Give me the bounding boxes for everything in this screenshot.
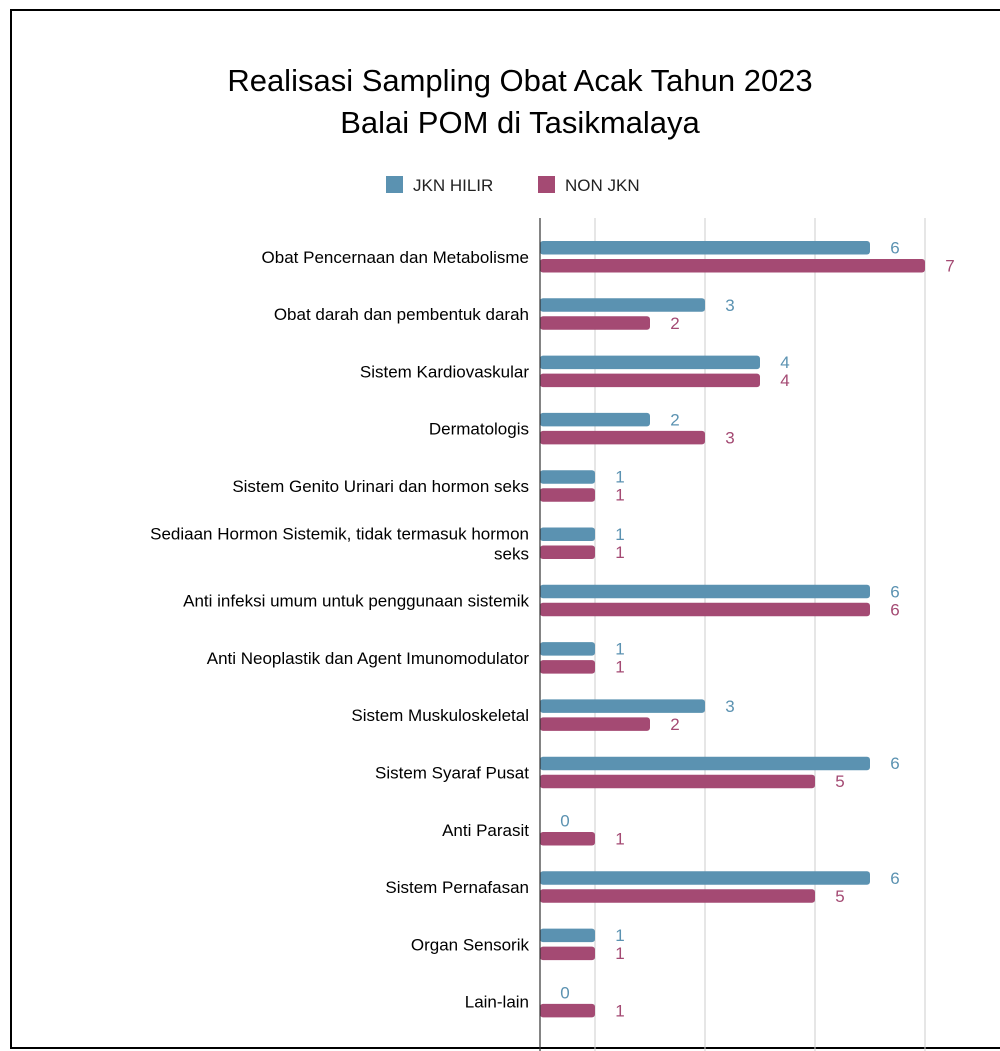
category-label: Sistem Pernafasan (385, 878, 529, 897)
value-label: 3 (725, 697, 734, 716)
value-label: 6 (890, 600, 899, 619)
category-label: Sistem Kardiovaskular (360, 362, 529, 381)
bar-non-jkn (540, 545, 595, 559)
bar-non-jkn (540, 488, 595, 502)
bar-jkn-hilir (540, 699, 705, 713)
bar-non-jkn (540, 373, 760, 388)
value-label: 6 (890, 754, 899, 773)
legend-label-2: NON JKN (565, 176, 640, 195)
chart-frame: Realisasi Sampling Obat Acak Tahun 2023 B… (10, 9, 1000, 1051)
value-label: 1 (615, 944, 624, 963)
value-label: 1 (615, 658, 624, 677)
category-label: Anti infeksi umum untuk penggunaan siste… (183, 592, 529, 611)
category-label: Obat Pencernaan dan Metabolisme (262, 248, 529, 267)
bar-chart: Realisasi Sampling Obat Acak Tahun 2023 B… (150, 63, 955, 1051)
chart-title-line: Realisasi Sampling Obat Acak Tahun 2023 (227, 63, 812, 98)
value-label: 1 (615, 926, 624, 945)
value-label: 6 (890, 239, 899, 258)
value-label: 3 (725, 428, 734, 447)
value-label: 6 (890, 582, 899, 601)
legend-swatch-2 (538, 176, 555, 193)
bar-jkn-hilir (540, 928, 595, 943)
value-label: 7 (945, 257, 954, 276)
category-label: Sistem Syaraf Pusat (375, 763, 529, 782)
value-label: 3 (725, 296, 734, 315)
category-label: Anti Neoplastik dan Agent Imunomodulator (207, 649, 530, 668)
bar-jkn-hilir (540, 241, 870, 255)
category-label: Anti Parasit (442, 821, 529, 840)
category-label: Lain-lain (465, 993, 529, 1012)
value-label: 6 (890, 869, 899, 888)
category-label: Sediaan Hormon Sistemik, tidak termasuk … (150, 524, 529, 543)
category-label: Sistem Genito Urinari dan hormon seks (232, 477, 529, 496)
value-label: 1 (615, 640, 624, 659)
bar-jkn-hilir (540, 298, 705, 312)
bar-non-jkn (540, 660, 595, 674)
bar-jkn-hilir (540, 871, 870, 885)
bar-non-jkn (540, 889, 815, 903)
value-label: 4 (780, 371, 789, 390)
legend-swatch-1 (386, 176, 403, 193)
category-label: seks (494, 544, 529, 563)
bar-jkn-hilir (540, 527, 595, 541)
value-label: 2 (670, 314, 679, 333)
value-label: 2 (670, 715, 679, 734)
chart-title-line: Balai POM di Tasikmalaya (340, 105, 700, 140)
category-label: Obat darah dan pembentuk darah (274, 305, 529, 324)
bar-non-jkn (540, 430, 705, 445)
bar-non-jkn (540, 259, 925, 273)
value-label: 1 (615, 468, 624, 487)
bar-non-jkn (540, 832, 595, 846)
bar-jkn-hilir (540, 584, 870, 599)
bar-non-jkn (540, 602, 870, 617)
value-label: 0 (560, 983, 569, 1002)
category-label: Organ Sensorik (411, 935, 530, 954)
value-label: 1 (615, 1001, 624, 1020)
bar-non-jkn (540, 717, 650, 731)
bar-jkn-hilir (540, 355, 760, 370)
value-label: 4 (780, 353, 789, 372)
value-label: 1 (615, 543, 624, 562)
bar-jkn-hilir (540, 470, 595, 484)
bar-jkn-hilir (540, 412, 650, 427)
value-label: 1 (615, 525, 624, 544)
value-label: 1 (615, 830, 624, 849)
value-label: 5 (835, 887, 844, 906)
category-label: Dermatologis (429, 420, 529, 439)
bar-non-jkn (540, 774, 815, 789)
value-label: 1 (615, 486, 624, 505)
category-label: Sistem Muskuloskeletal (351, 706, 529, 725)
value-label: 0 (560, 812, 569, 831)
bar-non-jkn (540, 1003, 595, 1018)
value-label: 2 (670, 410, 679, 429)
legend-label-1: JKN HILIR (413, 176, 493, 195)
bar-jkn-hilir (540, 756, 870, 771)
bar-non-jkn (540, 316, 650, 330)
bar-non-jkn (540, 946, 595, 961)
value-label: 5 (835, 772, 844, 791)
bar-jkn-hilir (540, 642, 595, 656)
